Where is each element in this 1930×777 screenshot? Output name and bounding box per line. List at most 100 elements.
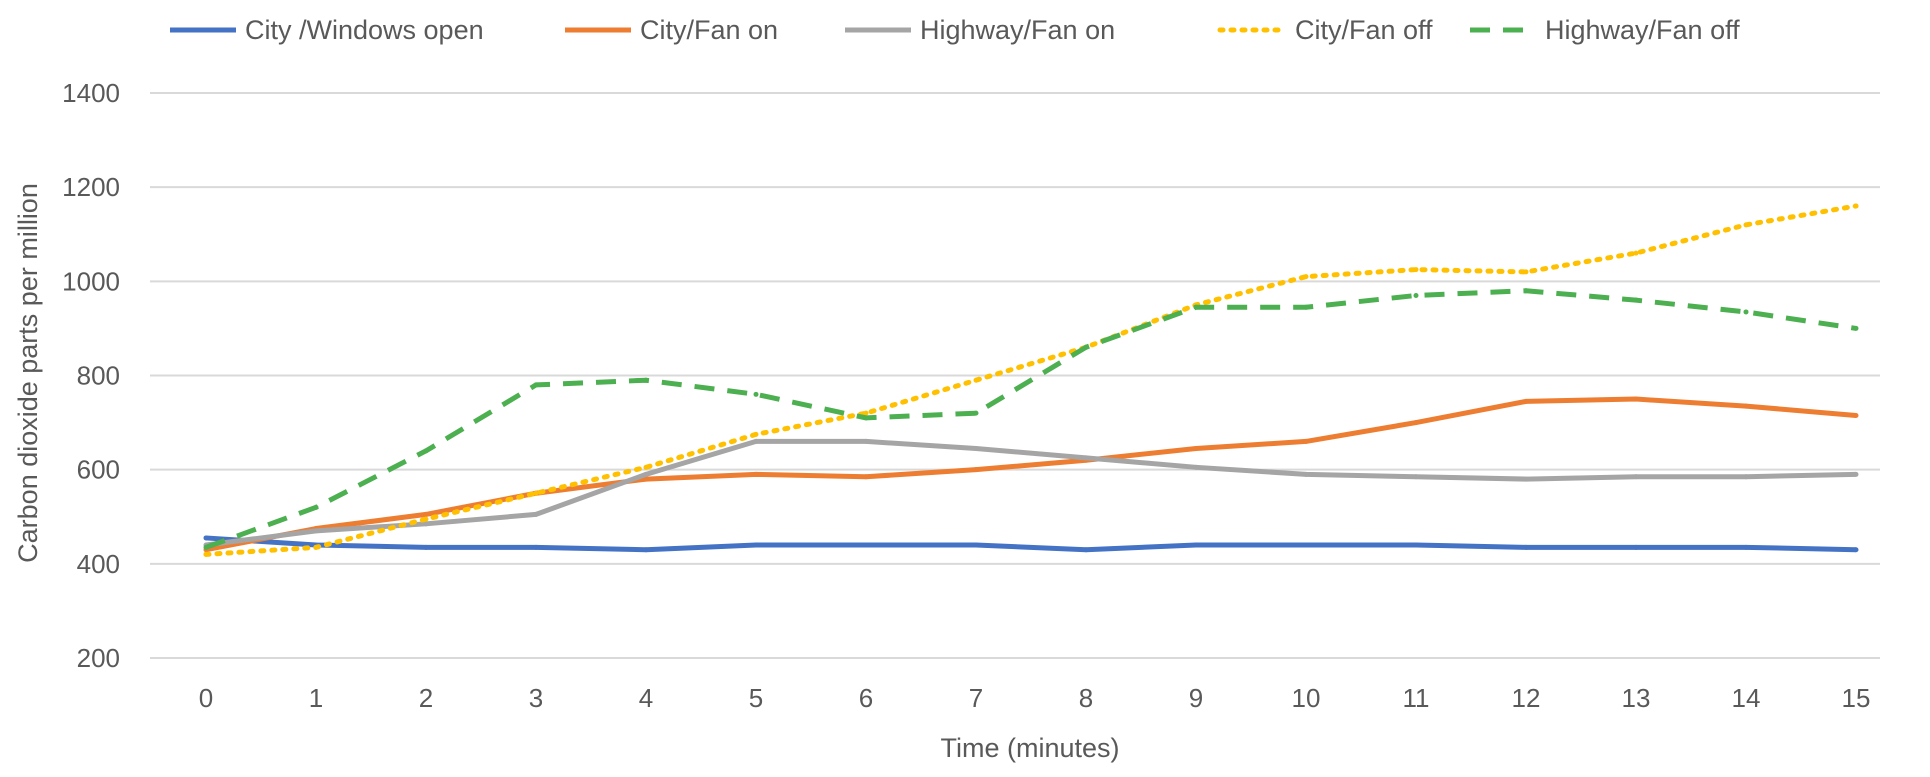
y-tick-label: 200 (77, 643, 120, 673)
gridlines (150, 92, 1880, 659)
x-axis-ticks: 0 1 2 3 4 5 6 7 8 9 10 11 12 13 14 15 (199, 683, 1871, 713)
legend-label: City /Windows open (245, 15, 484, 45)
data-point (973, 410, 979, 416)
data-point (1083, 547, 1089, 553)
legend-item: City/Fan off (1217, 15, 1433, 45)
data-point (973, 467, 979, 473)
data-point (313, 504, 319, 510)
data-point (1303, 438, 1309, 444)
series-line (205, 438, 1857, 548)
data-point (1523, 476, 1529, 482)
y-tick-label: 1000 (62, 266, 120, 296)
data-point (1523, 544, 1529, 550)
data-point (1413, 292, 1419, 298)
data-point (1743, 309, 1749, 315)
data-point (643, 547, 649, 553)
legend-label: City/Fan on (640, 15, 778, 45)
data-point (753, 438, 759, 444)
data-point (423, 511, 429, 517)
x-tick-label: 3 (529, 683, 543, 713)
data-point (1743, 403, 1749, 409)
legend-item: City /Windows open (170, 15, 484, 45)
x-tick-label: 13 (1622, 683, 1651, 713)
x-axis-title: Time (minutes) (940, 733, 1119, 763)
x-tick-label: 14 (1732, 683, 1761, 713)
data-point (533, 490, 539, 496)
x-tick-label: 15 (1842, 683, 1871, 713)
data-point (1523, 288, 1529, 294)
y-tick-label: 1400 (62, 78, 120, 108)
data-point (203, 535, 209, 541)
series-group (203, 438, 1859, 548)
data-point (1413, 542, 1419, 548)
data-point (1083, 344, 1089, 350)
data-point (753, 391, 759, 397)
data-point (1303, 304, 1309, 310)
x-tick-label: 12 (1512, 683, 1541, 713)
data-point (1413, 267, 1419, 273)
data-point (1853, 325, 1859, 331)
series-lines (203, 203, 1859, 557)
data-point (1633, 474, 1639, 480)
data-point (863, 438, 869, 444)
data-point (1303, 542, 1309, 548)
data-point (863, 542, 869, 548)
data-point (753, 471, 759, 477)
x-tick-label: 11 (1403, 683, 1430, 713)
data-point (1633, 396, 1639, 402)
data-point (1193, 464, 1199, 470)
series-line (203, 203, 1859, 557)
x-tick-label: 6 (859, 683, 873, 713)
x-tick-label: 2 (419, 683, 433, 713)
series-group (203, 396, 1859, 553)
data-point (1193, 304, 1199, 310)
data-point (863, 415, 869, 421)
data-point (203, 551, 209, 557)
data-point (1523, 398, 1529, 404)
x-tick-label: 0 (199, 683, 213, 713)
data-point (203, 544, 209, 550)
x-tick-label: 4 (639, 683, 653, 713)
data-point (1193, 542, 1199, 548)
data-point (643, 464, 649, 470)
data-point (1523, 269, 1529, 275)
series-group (203, 288, 1859, 550)
series-line (205, 288, 1857, 550)
data-point (1743, 222, 1749, 228)
data-point (1303, 274, 1309, 280)
y-tick-label: 400 (77, 549, 120, 579)
data-point (643, 471, 649, 477)
x-tick-label: 7 (969, 683, 983, 713)
data-point (753, 431, 759, 437)
data-point (423, 448, 429, 454)
series-group (203, 203, 1859, 557)
data-point (1853, 203, 1859, 209)
data-point (973, 445, 979, 451)
data-point (1083, 455, 1089, 461)
data-point (1633, 544, 1639, 550)
x-tick-label: 5 (749, 683, 763, 713)
x-tick-label: 8 (1079, 683, 1093, 713)
x-tick-label: 9 (1189, 683, 1203, 713)
legend-label: Highway/Fan on (920, 15, 1115, 45)
data-point (533, 511, 539, 517)
data-point (313, 528, 319, 534)
y-tick-label: 600 (77, 455, 120, 485)
data-point (1853, 413, 1859, 419)
data-point (1413, 420, 1419, 426)
legend-label: City/Fan off (1295, 15, 1433, 45)
data-point (1743, 544, 1749, 550)
y-axis-ticks: 200 400 600 800 1000 1200 1400 (62, 78, 120, 673)
data-point (1853, 547, 1859, 553)
legend: City /Windows open City/Fan on Highway/Fan… (170, 15, 1740, 45)
legend-item: City/Fan on (565, 15, 778, 45)
data-point (1633, 297, 1639, 303)
data-point (423, 521, 429, 527)
data-point (973, 377, 979, 383)
x-tick-label: 10 (1292, 683, 1321, 713)
data-point (533, 544, 539, 550)
data-point (313, 544, 319, 550)
legend-item: Highway/Fan on (845, 15, 1115, 45)
